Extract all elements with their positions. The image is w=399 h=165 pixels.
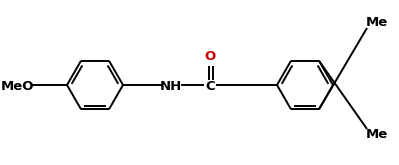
Text: Me: Me — [366, 129, 388, 142]
Text: MeO: MeO — [1, 80, 35, 93]
Text: Me: Me — [366, 16, 388, 29]
Text: C: C — [205, 80, 215, 93]
Text: O: O — [204, 50, 215, 64]
Text: NH: NH — [160, 80, 182, 93]
